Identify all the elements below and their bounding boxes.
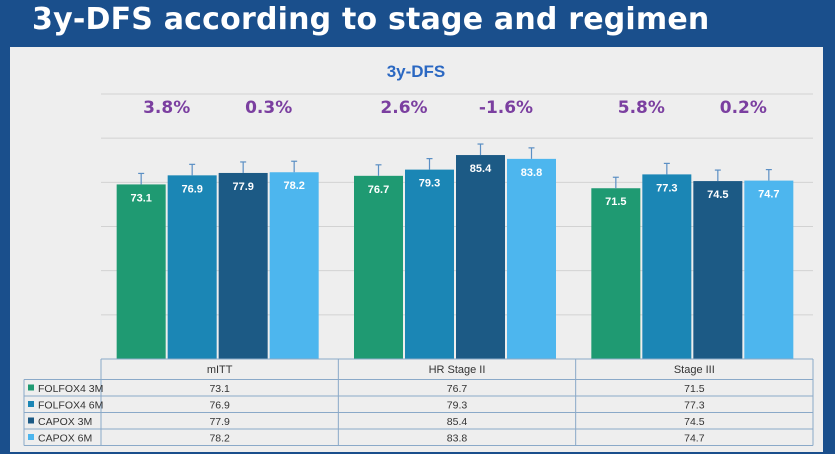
table-row-label: CAPOX 6M: [38, 433, 92, 445]
difference-label: -1.6%: [479, 98, 533, 118]
difference-label: 0.3%: [245, 98, 292, 118]
legend-key: [28, 401, 34, 407]
bar: [642, 174, 692, 359]
bar-value-label: 76.7: [368, 184, 389, 196]
bar: [744, 180, 794, 359]
table-header: Stage III: [674, 364, 715, 376]
bar-value-label: 83.8: [521, 167, 542, 179]
table-row-label: FOLFOX4 6M: [38, 400, 103, 412]
bar-chart: 3y-DFS 73.1 76.9 77.9 78.2 3.8% 0.3% 76.7 79.3 85…: [23, 62, 814, 446]
bar: [507, 158, 556, 359]
table-header: HR Stage II: [429, 364, 486, 376]
table-row-label: CAPOX 3M: [38, 416, 92, 428]
difference-label: 0.2%: [720, 98, 767, 118]
bar-value-label: 76.9: [181, 183, 202, 195]
bar-value-label: 77.3: [656, 182, 677, 194]
bar-value-label: 85.4: [470, 163, 492, 175]
table-cell: 85.4: [447, 416, 468, 428]
table-cell: 83.8: [447, 433, 468, 445]
legend-key: [28, 417, 34, 424]
table-cell: 71.5: [684, 383, 705, 395]
table-cell: 79.3: [447, 400, 468, 412]
bar-value-label: 79.3: [419, 178, 440, 190]
table-cell: 74.5: [684, 416, 705, 428]
chart-panel: 3y-DFS 73.1 76.9 77.9 78.2 3.8% 0.3% 76.7 79.3 85…: [10, 47, 823, 452]
bar-value-label: 77.9: [232, 181, 253, 193]
table-cell: 73.1: [209, 383, 230, 395]
slide-title: 3y-DFS according to stage and regimen: [32, 2, 710, 37]
legend-key: [28, 384, 34, 391]
bar: [269, 172, 319, 359]
table-cell: 76.7: [447, 383, 468, 395]
legend-key: [28, 434, 34, 440]
bar-value-label: 74.5: [707, 189, 728, 201]
bar: [167, 175, 217, 359]
table-row-label: FOLFOX4 3M: [38, 383, 103, 395]
difference-label: 5.8%: [618, 98, 665, 118]
bar: [591, 188, 641, 359]
table-cell: 76.9: [209, 400, 230, 412]
bar: [405, 169, 454, 359]
table-cell: 78.2: [209, 433, 230, 445]
table-cell: 74.7: [684, 433, 705, 445]
bar: [693, 181, 743, 359]
bar: [218, 172, 268, 359]
bar-value-label: 74.7: [758, 189, 779, 201]
bar: [456, 155, 505, 359]
bar-value-label: 78.2: [283, 180, 304, 192]
table-cell: 77.9: [209, 416, 230, 428]
bar-value-label: 73.1: [130, 192, 151, 204]
table-cell: 77.3: [684, 400, 705, 412]
bar: [354, 175, 403, 359]
table-header: mITT: [207, 364, 233, 376]
difference-label: 3.8%: [143, 98, 190, 118]
chart-title: 3y-DFS: [387, 62, 446, 81]
bar: [116, 184, 166, 359]
difference-label: 2.6%: [380, 98, 427, 118]
bar-value-label: 71.5: [605, 196, 626, 208]
